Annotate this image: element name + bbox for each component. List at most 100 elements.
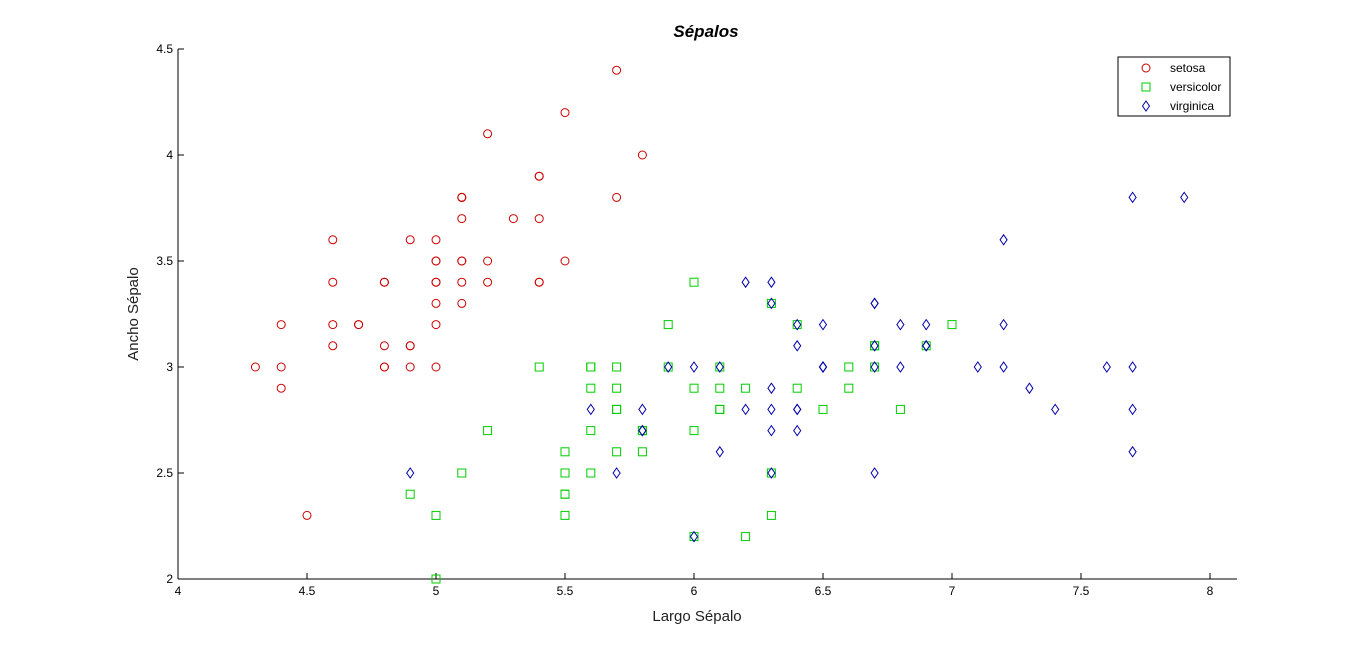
versicolor-point: [637, 426, 647, 436]
y-tick-label: 4: [166, 148, 173, 162]
virginica-point: [818, 361, 828, 373]
setosa-point: [637, 150, 647, 160]
virginica-point: [1128, 403, 1137, 416]
versicolor-point: [689, 426, 699, 436]
versicolor-point: [766, 510, 776, 520]
versicolor-point: [586, 468, 596, 478]
virginica-point: [664, 361, 673, 373]
x-tick-label: 4.5: [299, 584, 316, 598]
virginica-point: [973, 361, 982, 373]
setosa-point: [405, 362, 415, 372]
virginica-point: [1025, 382, 1034, 395]
versicolor-point: [457, 468, 467, 478]
setosa-point: [405, 341, 415, 351]
y-ticks: 2 2.5 3 3.5 4 4.5: [156, 42, 184, 586]
setosa-point: [612, 192, 622, 202]
virginica-point: [1128, 445, 1137, 458]
series-versicolor: [405, 277, 957, 584]
versicolor-point: [792, 320, 802, 330]
virginica-point: [870, 467, 879, 479]
versicolor-point: [637, 447, 647, 457]
chart-title: Sépalos: [673, 22, 738, 41]
virginica-point: [767, 382, 776, 395]
versicolor-point: [689, 277, 699, 287]
setosa-point: [457, 298, 467, 308]
plot-area: [177, 49, 1237, 580]
legend-label-setosa: setosa: [1170, 61, 1206, 75]
series-virginica: [406, 191, 1189, 543]
versicolor-point: [612, 383, 622, 393]
virginica-point: [999, 361, 1008, 373]
virginica-point: [922, 339, 931, 352]
x-tick-label: 6.5: [815, 584, 832, 598]
setosa-point: [379, 362, 389, 372]
versicolor-point: [534, 362, 544, 372]
setosa-point: [354, 320, 364, 330]
y-tick-label: 4.5: [156, 42, 173, 56]
y-tick-label: 2.5: [156, 466, 173, 480]
x-tick-label: 8: [1207, 584, 1214, 598]
setosa-point: [457, 256, 467, 266]
versicolor-point: [663, 362, 673, 372]
setosa-point: [405, 235, 415, 245]
setosa-point: [250, 362, 260, 372]
versicolor-point: [689, 383, 699, 393]
setosa-point: [508, 214, 518, 224]
virginica-point: [1128, 361, 1137, 373]
x-axis-label: Largo Sépalo: [652, 608, 741, 625]
versicolor-point: [483, 426, 493, 436]
setosa-point: [431, 320, 441, 330]
setosa-point: [328, 320, 338, 330]
virginica-point: [767, 467, 776, 479]
versicolor-point: [766, 468, 776, 478]
versicolor-point: [895, 404, 905, 414]
virginica-point: [689, 361, 699, 373]
versicolor-point: [637, 426, 647, 436]
legend-box: [1117, 56, 1231, 117]
versicolor-point: [870, 341, 880, 351]
versicolor-point: [715, 362, 725, 372]
setosa-point: [431, 277, 441, 287]
legend-label-versicolor: versicolor: [1170, 80, 1221, 94]
setosa-point: [457, 277, 467, 287]
x-tick-label: 5.5: [557, 584, 574, 598]
virginica-point: [767, 276, 776, 289]
virginica-point: [896, 361, 905, 373]
virginica-point: [999, 233, 1008, 246]
virginica-point: [999, 318, 1008, 331]
y-tick-label: 2: [166, 572, 173, 586]
setosa-point: [276, 362, 286, 372]
virginica-point: [612, 467, 621, 479]
virginica-point: [1180, 191, 1189, 204]
versicolor-point: [431, 574, 441, 584]
versicolor-point: [586, 426, 596, 436]
versicolor-point: [715, 404, 725, 414]
virginica-point: [793, 403, 802, 416]
versicolor-point: [560, 489, 570, 499]
setosa-point: [560, 256, 570, 266]
y-tick-label: 3.5: [156, 254, 173, 268]
versicolor-point: [586, 362, 596, 372]
virginica-point: [1128, 191, 1137, 204]
virginica-point: [922, 318, 931, 331]
virginica-point: [586, 403, 595, 416]
setosa-point: [457, 214, 467, 224]
virginica-point: [870, 297, 879, 310]
legend: setosa versicolor virginica: [1117, 56, 1231, 117]
virginica-point: [818, 318, 828, 331]
setosa-point: [379, 341, 389, 351]
versicolor-point: [612, 447, 622, 457]
virginica-point: [638, 424, 647, 437]
setosa-point: [483, 277, 493, 287]
versicolor-point: [870, 341, 880, 351]
virginica-point: [818, 361, 828, 373]
versicolor-point: [689, 532, 699, 542]
setosa-point: [534, 214, 544, 224]
x-tick-label: 7: [949, 584, 956, 598]
versicolor-point: [405, 489, 415, 499]
versicolor-point: [612, 404, 622, 414]
virginica-point: [638, 403, 647, 416]
setosa-point: [560, 108, 570, 118]
setosa-point: [431, 256, 441, 266]
series-setosa: [250, 65, 647, 520]
